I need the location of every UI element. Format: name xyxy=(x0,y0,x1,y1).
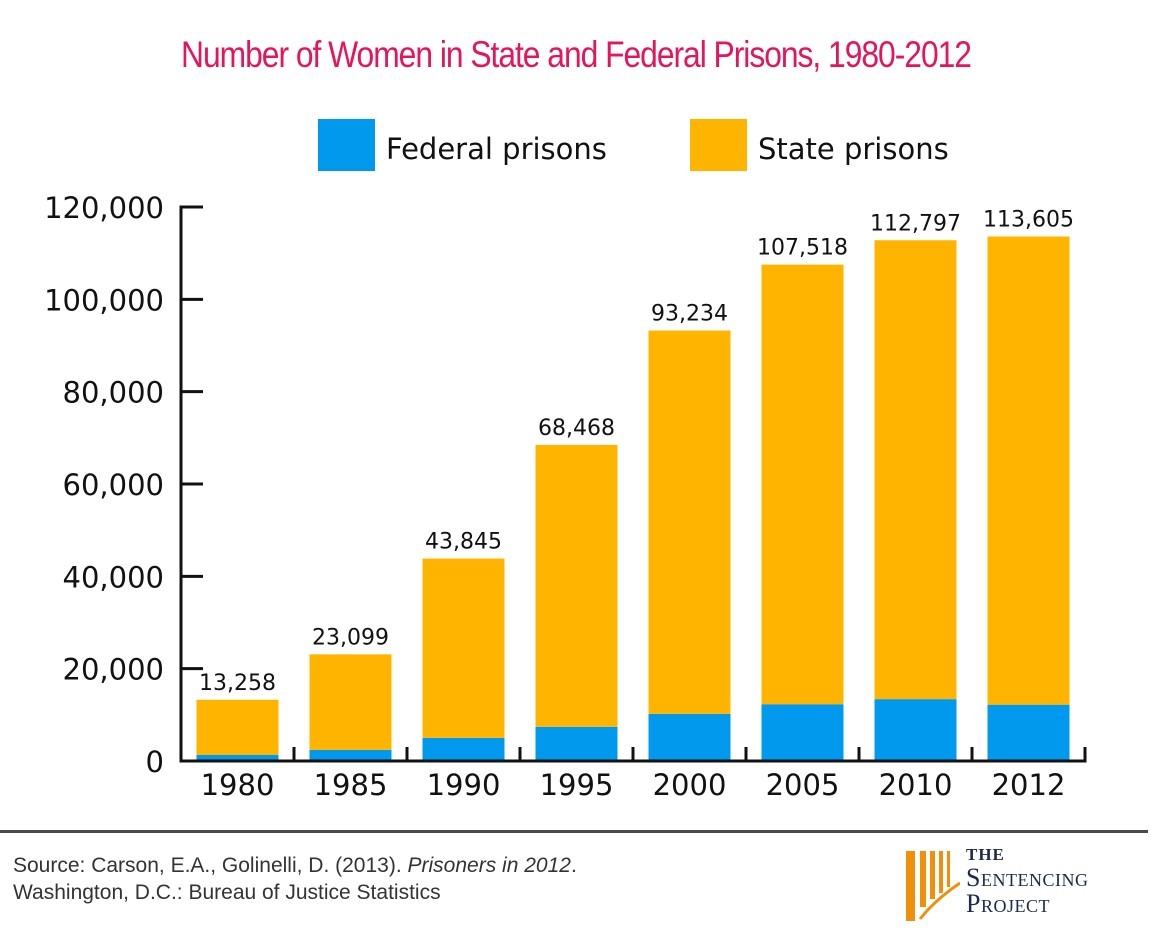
value-label-2012: 113,605 xyxy=(983,208,1074,233)
bars xyxy=(196,236,1070,761)
chart: Federal prisons State prisons 0 20,000 40,… xyxy=(44,119,1087,802)
bar-federal-2010 xyxy=(874,699,957,761)
logo-line-the: THE xyxy=(966,845,1005,864)
x-tick-label-2005: 2005 xyxy=(766,768,840,802)
legend-swatch-federal xyxy=(318,119,375,171)
source-line-2: Washington, D.C.: Bureau of Justice Stat… xyxy=(13,881,441,904)
chart-title: Number of Women in State and Federal Pri… xyxy=(181,34,972,75)
value-label-2000: 93,234 xyxy=(651,302,728,327)
x-tick-label-2012: 2012 xyxy=(992,768,1066,802)
bar-state-1990 xyxy=(422,558,505,738)
y-tick-label-60000: 60,000 xyxy=(63,468,164,502)
bar-state-1985 xyxy=(309,654,392,750)
x-tick-label-2000: 2000 xyxy=(653,768,727,802)
logo-line-sentencing: Sentencing xyxy=(966,863,1089,892)
bar-state-1995 xyxy=(535,444,618,727)
bar-federal-2005 xyxy=(761,704,844,761)
bar-state-2005 xyxy=(761,264,844,705)
logo-line-project: Project xyxy=(966,889,1050,918)
x-tick-label-1990: 1990 xyxy=(427,768,501,802)
x-tick-label-1980: 1980 xyxy=(201,768,275,802)
y-tick-label-80000: 80,000 xyxy=(63,376,164,410)
legend-label-state: State prisons xyxy=(758,132,949,166)
y-tick-label-40000: 40,000 xyxy=(63,560,164,594)
value-label-1995: 68,468 xyxy=(538,416,615,441)
x-axis-labels: 1980 1985 1990 1995 2000 2005 2010 2012 xyxy=(201,768,1066,802)
bar-federal-1995 xyxy=(535,726,618,761)
x-tick-label-2010: 2010 xyxy=(879,768,953,802)
pillars-icon xyxy=(906,851,960,921)
footer-divider xyxy=(0,830,1148,833)
source-line-1: Source: Carson, E.A., Golinelli, D. (201… xyxy=(13,854,577,877)
bar-state-2000 xyxy=(648,330,731,714)
bar-federal-1985 xyxy=(309,749,392,761)
bar-federal-1990 xyxy=(422,737,505,761)
axes xyxy=(179,205,1087,763)
x-tick-label-1995: 1995 xyxy=(540,768,614,802)
bar-state-2012 xyxy=(987,236,1070,705)
source-note: Source: Carson, E.A., Golinelli, D. (201… xyxy=(13,852,577,906)
y-tick-label-100000: 100,000 xyxy=(44,283,164,317)
value-label-1980: 13,258 xyxy=(199,671,276,696)
x-tick-label-1985: 1985 xyxy=(314,768,388,802)
value-label-2005: 107,518 xyxy=(757,236,848,261)
value-labels: 13,258 23,099 43,845 68,468 93,234 107,518 112… xyxy=(199,208,1074,696)
y-tick-label-20000: 20,000 xyxy=(63,653,164,687)
value-label-1990: 43,845 xyxy=(425,530,502,555)
value-label-1985: 23,099 xyxy=(312,625,389,650)
value-label-2010: 112,797 xyxy=(870,211,961,236)
bar-state-2010 xyxy=(874,240,957,700)
bar-state-1980 xyxy=(196,699,279,755)
legend: Federal prisons State prisons xyxy=(318,119,949,171)
bar-federal-2012 xyxy=(987,704,1070,761)
sentencing-project-logo: THE Sentencing Project xyxy=(900,845,1150,925)
legend-swatch-state xyxy=(690,119,747,171)
legend-label-federal: Federal prisons xyxy=(386,132,607,166)
y-axis-labels: 0 20,000 40,000 60,000 80,000 100,000 120,000 xyxy=(44,191,164,779)
bar-federal-2000 xyxy=(648,713,731,761)
y-tick-label-0: 0 xyxy=(146,745,164,779)
logo-text: THE Sentencing Project xyxy=(966,845,1088,917)
y-tick-label-120000: 120,000 xyxy=(44,191,164,225)
bar-federal-1980 xyxy=(196,754,279,761)
